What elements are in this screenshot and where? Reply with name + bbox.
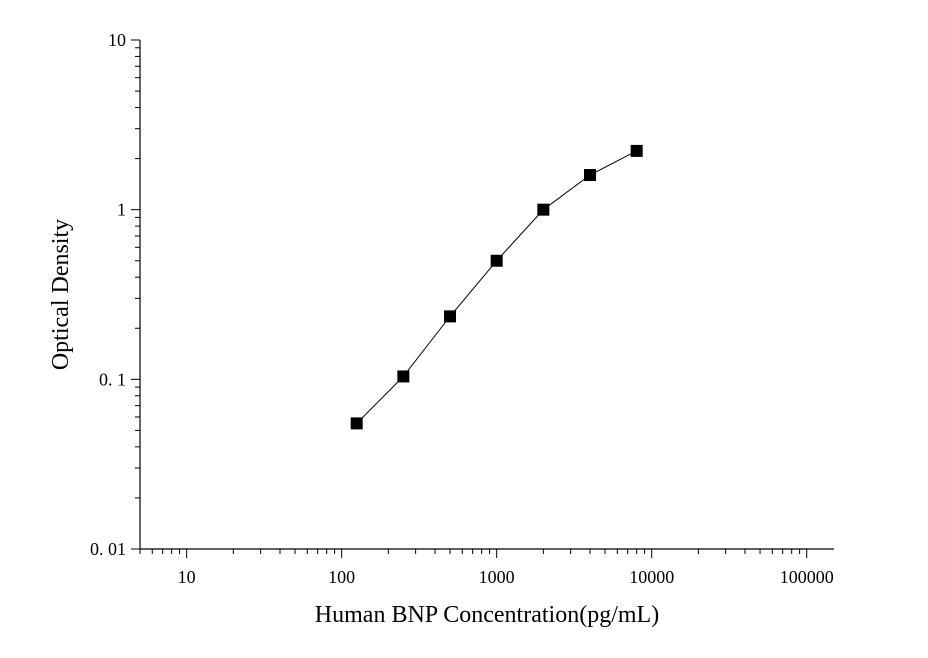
data-point <box>630 144 643 157</box>
data-point <box>584 169 597 182</box>
x-tick-label: 100 <box>328 567 355 587</box>
y-tick-label: 0. 01 <box>90 539 126 559</box>
x-tick-label: 10000 <box>629 567 674 587</box>
data-point <box>397 370 410 383</box>
data-point <box>490 254 503 267</box>
series-line <box>356 150 637 424</box>
x-ticks: 10 100 1000 10000 100000 <box>139 549 834 587</box>
y-tick-label: 0. 1 <box>99 369 126 389</box>
x-tick-label: 1000 <box>479 567 515 587</box>
x-tick-label: 100000 <box>780 567 834 587</box>
axes <box>139 40 834 550</box>
x-axis-label: Human BNP Concentration(pg/mL) <box>315 602 659 628</box>
x-tick-label: 10 <box>178 567 196 587</box>
y-axis-label: Optical Density <box>48 219 74 370</box>
data-point <box>350 417 363 430</box>
y-tick-label: 1 <box>117 200 126 220</box>
data-point <box>444 310 457 323</box>
series <box>350 144 643 430</box>
y-ticks: 0. 01 0. 1 1 10 <box>90 30 140 559</box>
y-tick-label: 10 <box>108 30 126 50</box>
data-point <box>537 203 550 216</box>
